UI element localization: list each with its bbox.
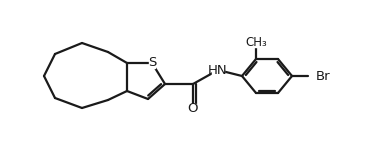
Text: HN: HN bbox=[208, 64, 228, 77]
Text: CH₃: CH₃ bbox=[245, 35, 267, 48]
Text: O: O bbox=[188, 103, 198, 116]
Bar bbox=[149, 58, 155, 68]
Bar bbox=[190, 104, 196, 114]
Text: Br: Br bbox=[316, 69, 331, 82]
Bar bbox=[310, 71, 322, 81]
Text: S: S bbox=[148, 56, 156, 69]
Bar bbox=[248, 37, 264, 47]
Bar bbox=[212, 65, 224, 75]
